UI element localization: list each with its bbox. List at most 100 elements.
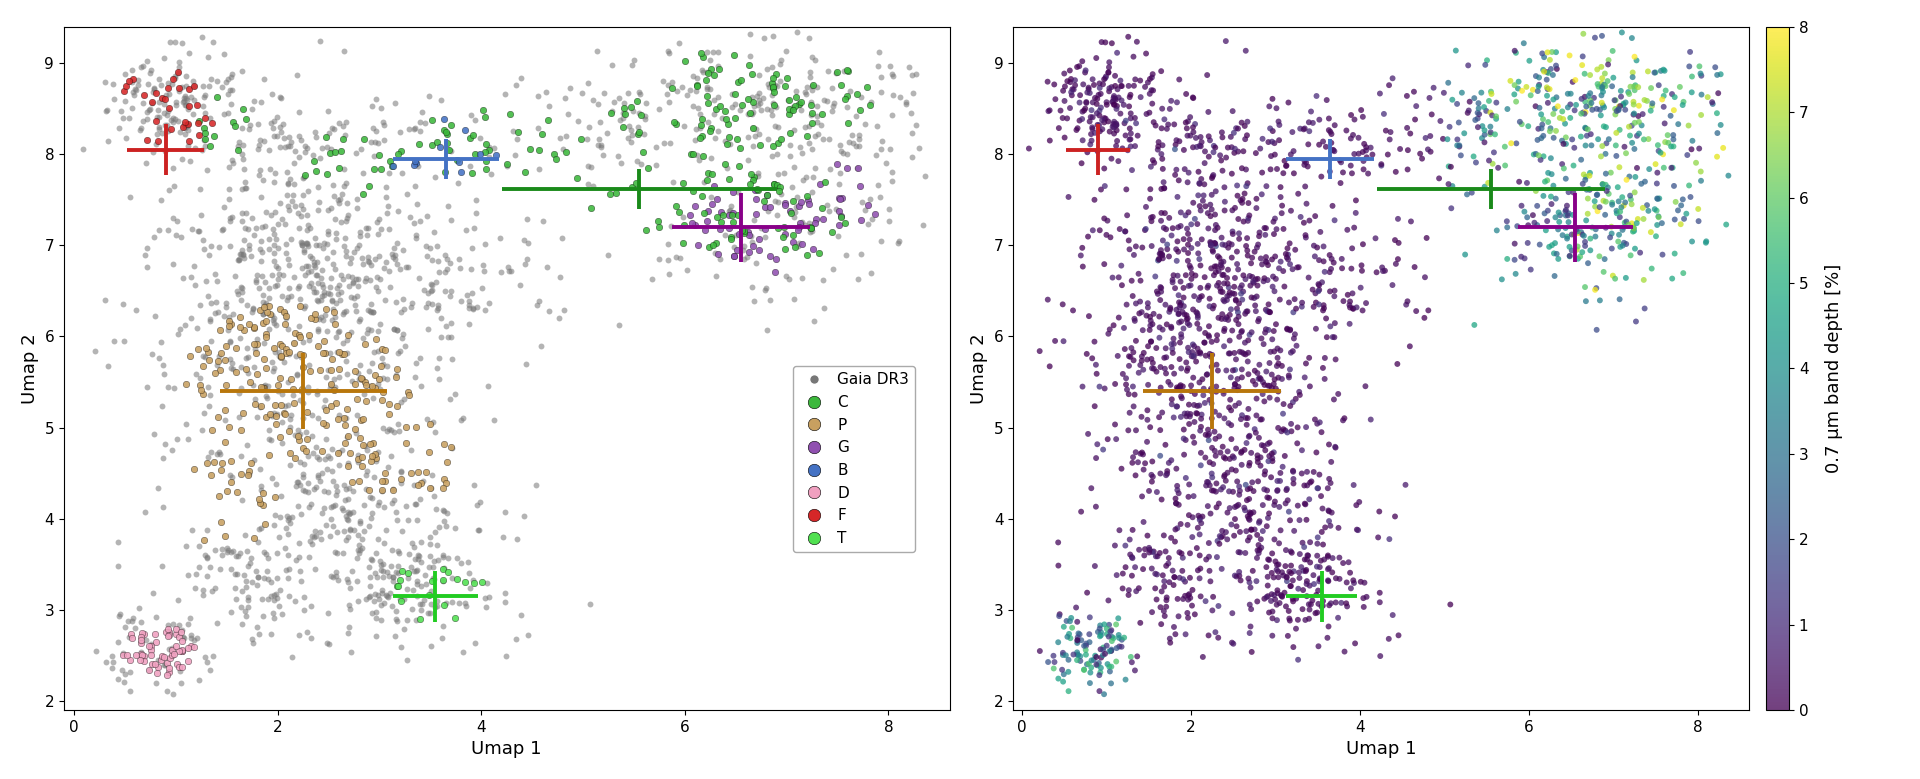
- Point: [1117, 346, 1148, 358]
- Point: [797, 242, 828, 255]
- Point: [609, 112, 639, 125]
- Point: [323, 326, 353, 338]
- Point: [131, 113, 161, 125]
- Point: [1194, 393, 1225, 406]
- Point: [1135, 336, 1165, 348]
- Point: [300, 562, 330, 575]
- Point: [269, 542, 300, 555]
- Point: [1365, 587, 1396, 599]
- Point: [344, 273, 374, 285]
- Point: [1572, 192, 1603, 205]
- Point: [1110, 117, 1140, 129]
- Point: [543, 271, 574, 284]
- Point: [1213, 334, 1244, 347]
- Point: [215, 215, 246, 227]
- Point: [1315, 266, 1346, 278]
- Point: [1576, 104, 1607, 116]
- Point: [1584, 201, 1615, 213]
- Point: [1229, 120, 1260, 132]
- Point: [655, 220, 685, 232]
- Point: [797, 80, 828, 93]
- Point: [1258, 612, 1288, 625]
- Point: [1549, 118, 1580, 130]
- Point: [1436, 160, 1467, 173]
- Point: [743, 167, 774, 179]
- Point: [1058, 83, 1089, 96]
- Point: [1227, 294, 1258, 306]
- Point: [1601, 205, 1632, 217]
- Point: [244, 523, 275, 536]
- Point: [1642, 139, 1672, 151]
- Point: [211, 301, 242, 314]
- Point: [232, 591, 263, 604]
- Point: [1183, 347, 1213, 359]
- Point: [378, 160, 409, 172]
- Point: [334, 598, 365, 611]
- Point: [346, 372, 376, 384]
- Point: [90, 105, 121, 118]
- Point: [332, 197, 363, 210]
- Point: [326, 347, 357, 360]
- Point: [284, 320, 315, 333]
- Point: [1098, 95, 1129, 108]
- Point: [1171, 410, 1202, 422]
- Point: [691, 65, 722, 78]
- Point: [1185, 459, 1215, 471]
- Point: [422, 299, 453, 312]
- Point: [330, 534, 361, 547]
- Point: [1308, 240, 1338, 252]
- Point: [682, 149, 712, 161]
- Point: [1275, 323, 1306, 336]
- Point: [1185, 446, 1215, 459]
- Point: [1392, 144, 1423, 157]
- Point: [1146, 249, 1177, 262]
- Point: [1536, 122, 1567, 135]
- Point: [317, 294, 348, 306]
- Point: [885, 91, 916, 104]
- Point: [1248, 499, 1279, 511]
- Point: [415, 531, 445, 544]
- Point: [146, 400, 177, 412]
- Point: [1304, 575, 1334, 587]
- Point: [213, 544, 244, 556]
- Point: [1233, 249, 1263, 262]
- Point: [726, 74, 756, 86]
- Point: [1215, 393, 1246, 406]
- Point: [186, 383, 217, 396]
- Point: [780, 85, 810, 97]
- Point: [265, 196, 296, 209]
- Point: [144, 96, 175, 108]
- Point: [461, 206, 492, 219]
- Point: [1304, 468, 1334, 481]
- Point: [593, 249, 624, 261]
- Point: [227, 618, 257, 630]
- Point: [781, 224, 812, 236]
- Point: [156, 114, 186, 126]
- Point: [1617, 136, 1647, 149]
- Point: [1580, 231, 1611, 243]
- Point: [317, 294, 348, 307]
- Point: [501, 633, 532, 645]
- Point: [330, 483, 361, 495]
- Point: [1609, 196, 1640, 209]
- Point: [1588, 86, 1619, 98]
- Point: [1346, 265, 1377, 277]
- Point: [1223, 330, 1254, 343]
- Point: [1200, 485, 1231, 498]
- Point: [405, 612, 436, 625]
- Point: [808, 93, 839, 106]
- Point: [1557, 228, 1588, 241]
- Point: [1165, 379, 1196, 391]
- Point: [1294, 477, 1325, 489]
- Point: [190, 89, 221, 101]
- Point: [1409, 271, 1440, 284]
- Point: [296, 312, 326, 324]
- Point: [1117, 354, 1148, 367]
- Point: [1229, 145, 1260, 157]
- Point: [689, 224, 720, 237]
- Point: [334, 446, 365, 459]
- Point: [1102, 350, 1133, 362]
- Point: [1240, 147, 1271, 160]
- Point: [1323, 388, 1354, 400]
- Point: [457, 302, 488, 315]
